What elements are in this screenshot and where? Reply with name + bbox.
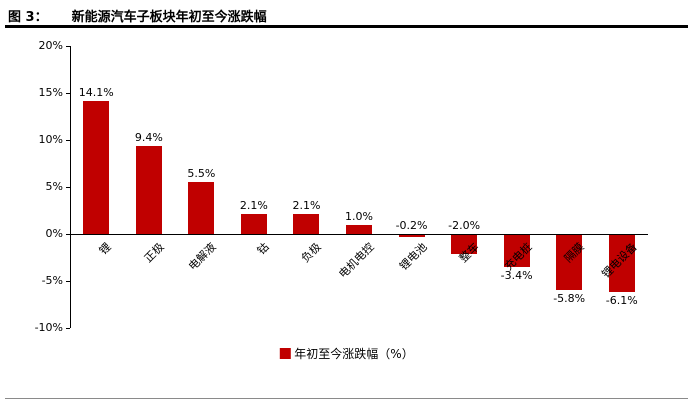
bar-value-label: 1.0%: [345, 209, 373, 223]
figure-title: 新能源汽车子板块年初至今涨跌幅: [71, 10, 267, 25]
y-axis-tick-label: 10%: [38, 133, 63, 146]
chart-legend: 年初至今涨跌幅（%）: [279, 345, 414, 362]
category-label-text: 锂: [96, 240, 114, 258]
y-axis-tick-mark: [66, 234, 70, 235]
bar-chart: 年初至今涨跌幅（%） 20% 15% 10% 5% 0% -5% -10% 14.1% 锂 9.4…: [0, 32, 693, 372]
bar: [346, 224, 372, 234]
bar: [556, 235, 583, 290]
bar: [503, 235, 530, 267]
bar-value-label: -6.1%: [605, 294, 638, 308]
y-axis-tick-label: -10%: [34, 321, 63, 334]
bar: [451, 235, 478, 254]
title-divider-rule: [5, 25, 688, 28]
bar: [135, 145, 162, 234]
bar-value-label: -0.2%: [395, 219, 428, 232]
category-label-text: 电解液: [186, 240, 219, 273]
y-axis-tick-label: -5%: [41, 274, 63, 287]
bar: [398, 235, 425, 237]
category-label-text: 负极: [299, 240, 325, 266]
category-label-text: 钴: [254, 240, 272, 258]
y-axis-tick-label: 0%: [45, 227, 63, 240]
y-axis-tick-mark: [66, 281, 70, 282]
bar: [608, 235, 635, 293]
bar: [83, 101, 110, 234]
category-label-text: 电机电控: [336, 240, 377, 281]
bar: [293, 214, 320, 234]
bar: [240, 214, 267, 234]
x-axis-zero-line: [70, 234, 648, 235]
bar-value-label: -3.4%: [500, 268, 533, 282]
legend-label: 年初至今涨跌幅（%）: [294, 347, 414, 361]
category-label-text: 正极: [141, 240, 167, 266]
bar-value-label: 14.1%: [78, 86, 114, 100]
y-axis-tick-label: 5%: [45, 180, 63, 193]
figure-title-row: 图 3： 新能源汽车子板块年初至今涨跌幅: [8, 6, 685, 25]
y-axis-tick-mark: [66, 140, 70, 141]
y-axis-tick-mark: [66, 93, 70, 94]
y-axis-tick-mark: [66, 46, 70, 47]
bar-value-label: -5.8%: [553, 291, 586, 305]
bar-value-label: -2.0%: [448, 219, 481, 232]
y-axis-tick-mark: [66, 328, 70, 329]
bar-value-label: 9.4%: [134, 130, 163, 144]
bar: [188, 182, 215, 234]
y-axis-tick-label: 20%: [38, 39, 63, 52]
bar-value-label: 2.1%: [239, 199, 268, 213]
y-axis-line: [70, 46, 71, 328]
category-label-text: 锂电池: [396, 240, 430, 273]
bar-value-label: 5.5%: [187, 167, 216, 181]
figure-number-label: 图 3：: [8, 10, 48, 25]
bottom-divider-rule: [5, 398, 688, 399]
bar-value-label: 2.1%: [292, 199, 321, 213]
legend-swatch: [279, 348, 291, 359]
y-axis-tick-label: 15%: [38, 86, 63, 99]
y-axis-tick-mark: [66, 187, 70, 188]
